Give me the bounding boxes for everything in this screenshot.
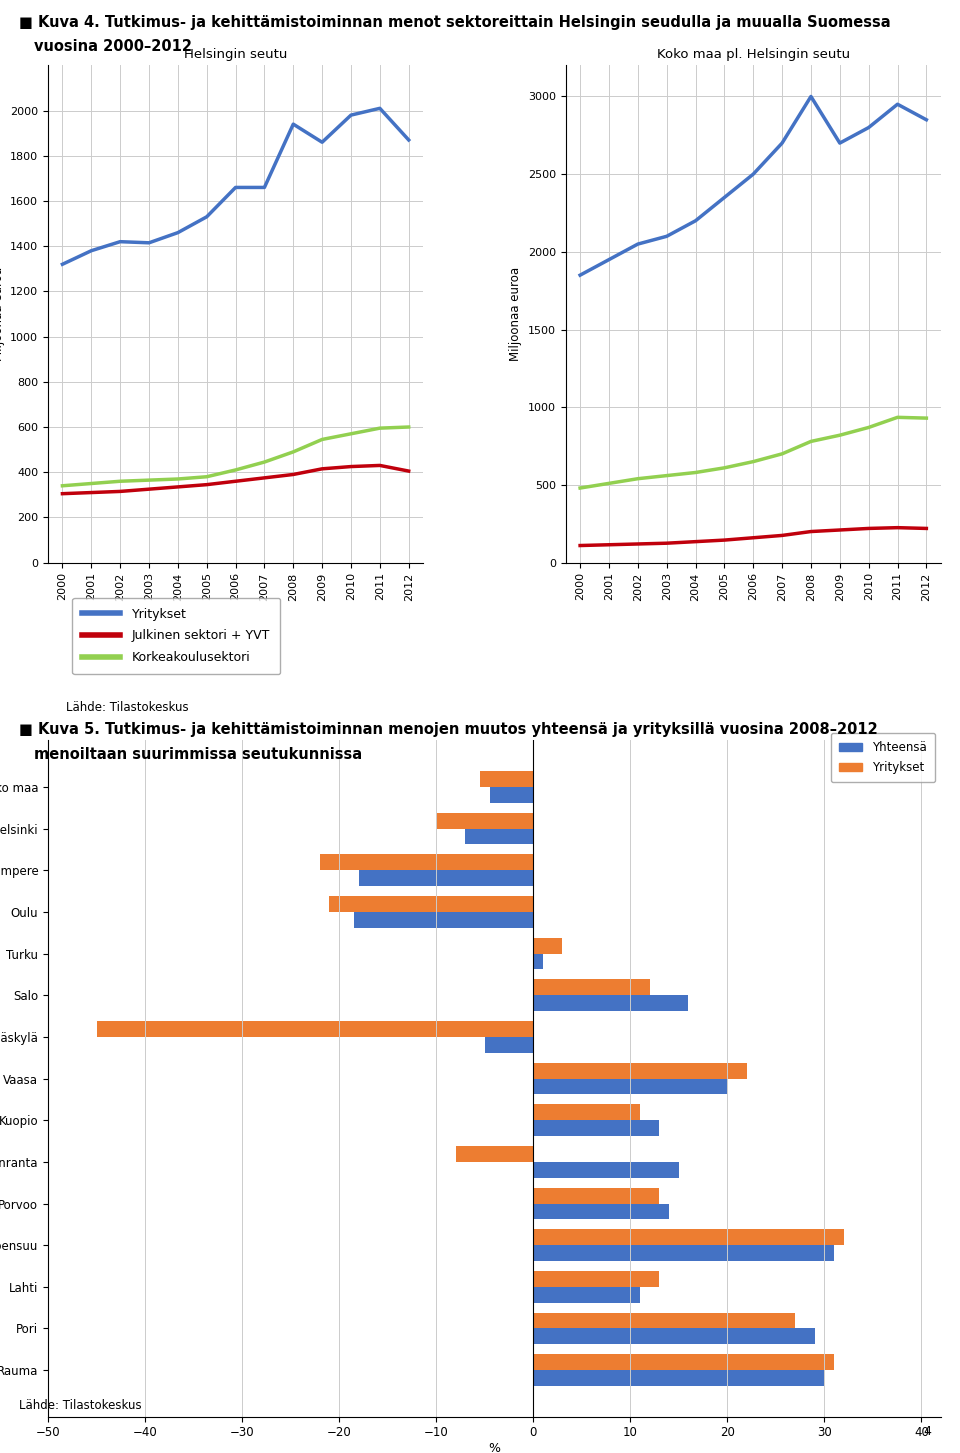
Text: Lähde: Tilastokeskus: Lähde: Tilastokeskus xyxy=(66,700,188,713)
X-axis label: %: % xyxy=(489,1443,500,1453)
Bar xyxy=(320,854,533,870)
Bar xyxy=(466,828,533,844)
Bar xyxy=(533,1187,660,1203)
Bar xyxy=(533,1203,669,1219)
Bar xyxy=(533,1271,660,1287)
Text: 4: 4 xyxy=(924,1425,931,1438)
Bar xyxy=(533,953,543,969)
Bar xyxy=(533,1354,834,1370)
Text: ■ Kuva 5. Tutkimus- ja kehittämistoiminnan menojen muutos yhteensä ja yrityksill: ■ Kuva 5. Tutkimus- ja kehittämistoiminn… xyxy=(19,722,878,737)
Text: menoiltaan suurimmissa seutukunnissa: menoiltaan suurimmissa seutukunnissa xyxy=(34,747,362,761)
Text: vuosina 2000–2012: vuosina 2000–2012 xyxy=(34,39,192,54)
Y-axis label: Miljoonaa euroa: Miljoonaa euroa xyxy=(509,267,522,360)
Bar xyxy=(533,937,563,953)
Text: Lähde: Tilastokeskus: Lähde: Tilastokeskus xyxy=(19,1399,142,1412)
Bar xyxy=(353,912,533,928)
Bar xyxy=(533,1104,640,1120)
Title: Koko maa pl. Helsingin seutu: Koko maa pl. Helsingin seutu xyxy=(657,48,850,61)
Bar xyxy=(533,1229,844,1245)
Bar xyxy=(533,1287,640,1303)
Bar xyxy=(533,995,688,1011)
Bar xyxy=(533,1245,834,1261)
Text: ■ Kuva 4. Tutkimus- ja kehittämistoiminnan menot sektoreittain Helsingin seudull: ■ Kuva 4. Tutkimus- ja kehittämistoiminn… xyxy=(19,15,891,29)
Bar xyxy=(533,1120,660,1136)
Bar xyxy=(490,788,533,804)
Bar xyxy=(480,772,533,788)
Bar xyxy=(456,1146,533,1162)
Legend: Yritykset, Julkinen sektori + YVT, Korkeakoulusektori: Yritykset, Julkinen sektori + YVT, Korke… xyxy=(72,597,280,674)
Bar xyxy=(329,897,533,912)
Bar xyxy=(533,979,650,995)
Bar xyxy=(533,1312,795,1328)
Bar xyxy=(436,812,533,828)
Bar xyxy=(533,1328,815,1344)
Bar xyxy=(533,1078,728,1094)
Bar xyxy=(533,1062,747,1078)
Bar xyxy=(533,1162,679,1178)
Title: Helsingin seutu: Helsingin seutu xyxy=(184,48,287,61)
Bar xyxy=(358,870,533,886)
Bar xyxy=(485,1037,533,1053)
Legend: Yhteensä, Yritykset: Yhteensä, Yritykset xyxy=(830,732,935,782)
Bar xyxy=(97,1021,533,1037)
Y-axis label: Miljoonaa euroa: Miljoonaa euroa xyxy=(0,267,5,360)
Bar xyxy=(533,1370,825,1386)
